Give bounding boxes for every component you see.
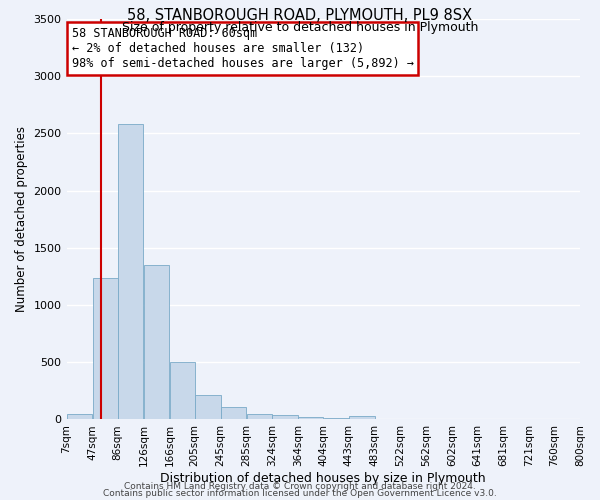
Text: Contains public sector information licensed under the Open Government Licence v3: Contains public sector information licen… <box>103 490 497 498</box>
Y-axis label: Number of detached properties: Number of detached properties <box>15 126 28 312</box>
Bar <box>195 396 221 419</box>
Bar <box>298 416 323 420</box>
Bar <box>375 419 400 420</box>
Text: 58, STANBOROUGH ROAD, PLYMOUTH, PL9 8SX: 58, STANBOROUGH ROAD, PLYMOUTH, PL9 8SX <box>127 8 473 22</box>
Text: 58 STANBOROUGH ROAD: 60sqm
← 2% of detached houses are smaller (132)
98% of semi: 58 STANBOROUGH ROAD: 60sqm ← 2% of detac… <box>71 27 413 70</box>
Bar <box>92 278 118 420</box>
Text: Contains HM Land Registry data © Crown copyright and database right 2024.: Contains HM Land Registry data © Crown c… <box>124 482 476 491</box>
Bar <box>221 407 247 420</box>
Text: Size of property relative to detached houses in Plymouth: Size of property relative to detached ho… <box>122 21 478 34</box>
Bar <box>170 362 194 420</box>
X-axis label: Distribution of detached houses by size in Plymouth: Distribution of detached houses by size … <box>160 472 486 485</box>
Bar <box>272 415 298 420</box>
Bar <box>144 265 169 420</box>
Bar <box>324 418 349 420</box>
Bar <box>247 414 272 420</box>
Bar <box>349 416 374 420</box>
Bar <box>67 414 92 420</box>
Bar <box>118 124 143 420</box>
